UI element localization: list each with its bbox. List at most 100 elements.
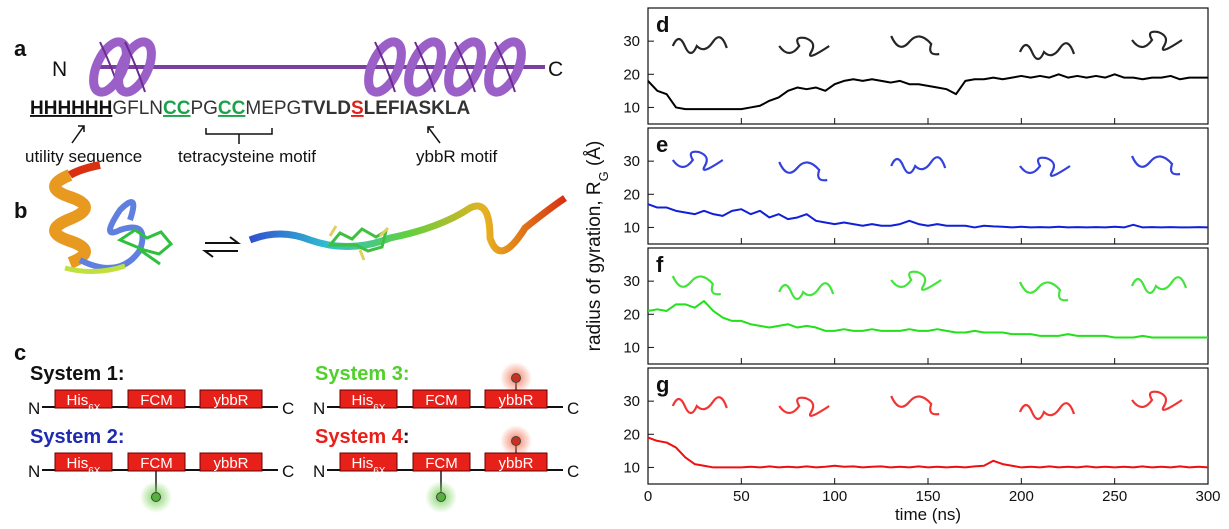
domain-label: ybbR — [498, 455, 533, 472]
system-name: System 2: — [30, 426, 125, 448]
y-tick-label: 30 — [623, 273, 640, 290]
structure-extended — [248, 195, 567, 261]
coil-edge — [414, 41, 436, 93]
x-tick-label: 100 — [822, 488, 847, 505]
sequence-segment: GFLN — [112, 98, 163, 119]
system-title: System 1: — [30, 363, 125, 385]
domain-label: ybbR — [498, 392, 533, 409]
domain-box — [54, 389, 113, 409]
sequence: HHHHHHGFLNCCPGCCMEPGTVLDSLEFIASKLA — [30, 98, 471, 119]
n-terminus: N — [28, 399, 40, 418]
panel-label: c — [14, 340, 26, 365]
y-tick-label: 30 — [623, 33, 640, 50]
domain-subscript: 6X — [88, 403, 101, 414]
annotation: ybbR motif — [416, 147, 498, 166]
coil — [484, 37, 526, 97]
n-terminus: N — [313, 399, 325, 418]
domain-subscript: 6X — [373, 466, 386, 477]
domain-name: ybbR — [213, 455, 248, 472]
panel-label: d — [656, 12, 669, 37]
probe — [436, 492, 446, 502]
coil — [364, 37, 406, 97]
c-terminus: C — [548, 58, 563, 81]
system-name: System 3: — [315, 363, 410, 385]
domain-label: FCM — [140, 455, 173, 472]
panel-label: g — [656, 372, 669, 397]
domain-subscript: 6X — [88, 466, 101, 477]
panel-label: a — [14, 36, 27, 61]
domain-name: FCM — [425, 455, 458, 472]
sequence-segment: CC — [163, 98, 191, 119]
domain-name: ybbR — [213, 392, 248, 409]
y-tick-label: 20 — [623, 306, 640, 323]
probe — [511, 373, 521, 383]
domain-name: ybbR — [498, 392, 533, 409]
structure-snapshot — [1130, 155, 1181, 176]
system-name: System 1: — [30, 363, 125, 385]
domain-name: FCM — [140, 392, 173, 409]
n-terminus: N — [313, 462, 325, 481]
structure-snapshot — [1018, 281, 1069, 302]
y-label-sub: G — [596, 171, 611, 181]
coil-edge — [454, 41, 476, 93]
panel-label: b — [14, 198, 27, 223]
structure-snapshot — [1018, 42, 1076, 61]
chart-panel: f 10 20 30 — [623, 247, 1209, 365]
structure-snapshot — [671, 150, 724, 171]
c-terminus: C — [567, 462, 579, 481]
n-terminus: N — [28, 462, 40, 481]
structure-snapshot — [671, 36, 728, 55]
n-terminus: N — [52, 58, 67, 81]
c-terminus: C — [282, 462, 294, 481]
structure-folded — [49, 161, 174, 274]
structure-snapshot — [778, 396, 830, 417]
system-title: System 3: — [315, 363, 410, 385]
panel-label: e — [656, 132, 668, 157]
coil — [114, 37, 156, 97]
structure-snapshot — [890, 395, 940, 416]
y-tick-label: 30 — [623, 393, 640, 410]
domain-label: FCM — [140, 392, 173, 409]
structure-snapshot — [778, 282, 835, 301]
rg-trace — [647, 436, 1209, 469]
y-tick-label: 10 — [623, 219, 640, 236]
system-suffix: : — [403, 426, 410, 448]
domain-box — [199, 389, 263, 409]
structure-snapshot — [1130, 276, 1188, 295]
rg-trace — [647, 203, 1209, 229]
y-tick-label: 10 — [623, 99, 640, 116]
sequence-segment: TVLD — [301, 98, 351, 119]
domain-label: ybbR — [213, 455, 248, 472]
sequence-segment: HHHHHH — [30, 98, 112, 119]
chart-panel: e 10 20 30 — [623, 127, 1209, 245]
x-tick-label: 200 — [1009, 488, 1034, 505]
sequence-segment: PG — [190, 98, 217, 119]
y-tick-label: 10 — [623, 459, 640, 476]
domain-label: His6X — [352, 392, 386, 414]
probe — [511, 436, 521, 446]
x-tick-label: 50 — [733, 488, 750, 505]
y-tick-label: 10 — [623, 339, 640, 356]
coil-edge — [374, 41, 396, 93]
rg-trace — [647, 300, 1208, 339]
domain-box — [127, 389, 186, 409]
domain-label: His6X — [67, 392, 101, 414]
sequence-segment: S — [351, 98, 364, 119]
structure-snapshot — [778, 36, 830, 57]
structure-snapshot — [671, 275, 721, 296]
chart-panel: d 10 20 30 — [623, 7, 1209, 125]
equilibrium-arrows — [202, 236, 241, 258]
coil-edge — [494, 41, 516, 93]
panel-label: f — [656, 252, 664, 277]
y-tick-label: 20 — [623, 426, 640, 443]
structure-snapshot — [1131, 30, 1183, 51]
x-axis-label: time (ns) — [895, 505, 961, 524]
x-tick-label: 250 — [1102, 488, 1127, 505]
structure-snapshot — [1131, 390, 1183, 411]
domain-box — [484, 452, 548, 472]
y-axis-label: radius of gyration, RG (Å) — [584, 141, 611, 352]
y-label-text: radius of gyration, R — [584, 181, 605, 351]
